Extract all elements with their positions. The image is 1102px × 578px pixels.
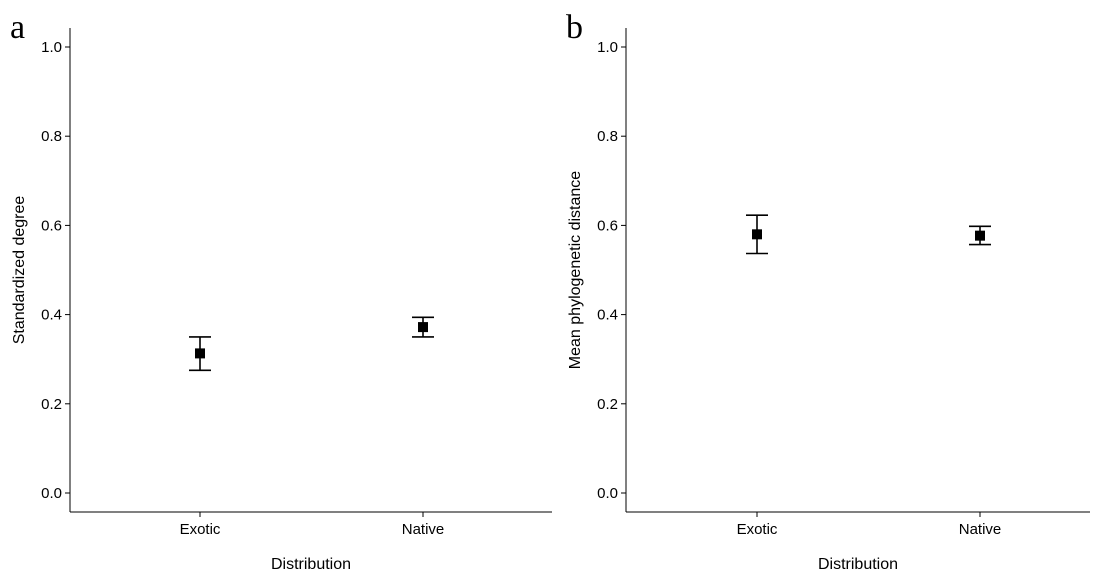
x-tick-label: Native: [402, 521, 445, 538]
data-point-native: [975, 230, 985, 241]
y-tick-label: 0.4: [41, 307, 62, 324]
x-axis-title: Distribution: [818, 556, 898, 573]
y-tick-label: 0.2: [41, 396, 62, 413]
y-tick-label: 0.2: [597, 396, 618, 413]
data-point-exotic: [752, 229, 762, 240]
panel-label: a: [10, 9, 25, 46]
data-point-native: [418, 322, 428, 333]
y-tick-label: 0.0: [597, 485, 618, 502]
y-tick-label: 0.8: [597, 128, 618, 145]
x-tick-label: Native: [959, 521, 1002, 538]
chart-panel-b: b 0.0 0.2 0.4 0.6 0.8 1.0 Exotic Native Distribut…: [566, 9, 1090, 573]
y-axis-title: Mean phylogenetic distance: [567, 171, 584, 369]
y-tick-label: 0.6: [597, 217, 618, 234]
data-point-exotic: [195, 348, 205, 359]
y-tick-label: 1.0: [597, 39, 618, 56]
chart-panel-a: a 0.0 0.2 0.4 0.6 0.8 1.0 Exotic Native Distribut…: [10, 9, 552, 573]
y-tick-label: 1.0: [41, 39, 62, 56]
x-tick-label: Exotic: [180, 521, 221, 538]
y-tick-label: 0.4: [597, 307, 618, 324]
y-tick-label: 0.0: [41, 485, 62, 502]
panel-label: b: [566, 9, 583, 46]
y-tick-label: 0.8: [41, 128, 62, 145]
x-axis-title: Distribution: [271, 556, 351, 573]
y-axis-title: Standardized degree: [11, 196, 28, 345]
y-tick-label: 0.6: [41, 217, 62, 234]
x-tick-label: Exotic: [737, 521, 778, 538]
